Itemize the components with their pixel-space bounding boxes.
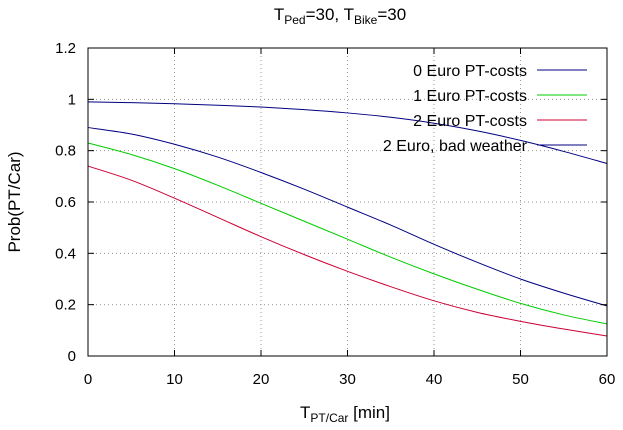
x-tick-labels: 0 10 20 30 40 50 60 bbox=[84, 371, 616, 388]
series-line-4 bbox=[87, 101, 608, 164]
x-tick-label: 0 bbox=[84, 371, 92, 388]
y-tick-label: 1.2 bbox=[55, 40, 76, 57]
y-tick-label: 0.2 bbox=[55, 297, 76, 314]
grid-lines bbox=[88, 48, 607, 356]
y-tick-label: 0.8 bbox=[55, 143, 76, 160]
series-layer bbox=[87, 101, 608, 337]
x-tick-label: 10 bbox=[166, 371, 183, 388]
plot-frame bbox=[87, 47, 608, 357]
legend-label: 2 Euro, bad weather bbox=[383, 138, 528, 155]
series-line-3 bbox=[87, 165, 608, 337]
series-line-2 bbox=[87, 142, 608, 325]
y-tick-label: 0.4 bbox=[55, 245, 76, 262]
y-tick-labels: 0 0.2 0.4 0.6 0.8 1 1.2 bbox=[55, 40, 76, 365]
chart-title: TPed=30, TBike=30 bbox=[274, 5, 406, 27]
legend: 0 Euro PT-costs 1 Euro PT-costs 2 Euro PT-… bbox=[383, 63, 587, 155]
y-tick-label: 1 bbox=[68, 91, 76, 108]
legend-label: 1 Euro PT-costs bbox=[413, 88, 527, 105]
x-tick-label: 40 bbox=[426, 371, 443, 388]
y-tick-label: 0.6 bbox=[55, 194, 76, 211]
x-tick-label: 20 bbox=[253, 371, 270, 388]
x-tick-label: 30 bbox=[339, 371, 356, 388]
axis-ticks bbox=[87, 47, 608, 357]
series-line-1 bbox=[87, 127, 608, 307]
y-tick-label: 0 bbox=[68, 348, 76, 365]
y-axis-label: Prob(PT/Car) bbox=[5, 151, 24, 252]
legend-label: 2 Euro PT-costs bbox=[413, 113, 527, 130]
legend-label: 0 Euro PT-costs bbox=[413, 63, 527, 80]
x-tick-label: 60 bbox=[599, 371, 616, 388]
x-tick-label: 50 bbox=[512, 371, 529, 388]
x-axis-label: TPT/Car [min] bbox=[300, 403, 390, 425]
